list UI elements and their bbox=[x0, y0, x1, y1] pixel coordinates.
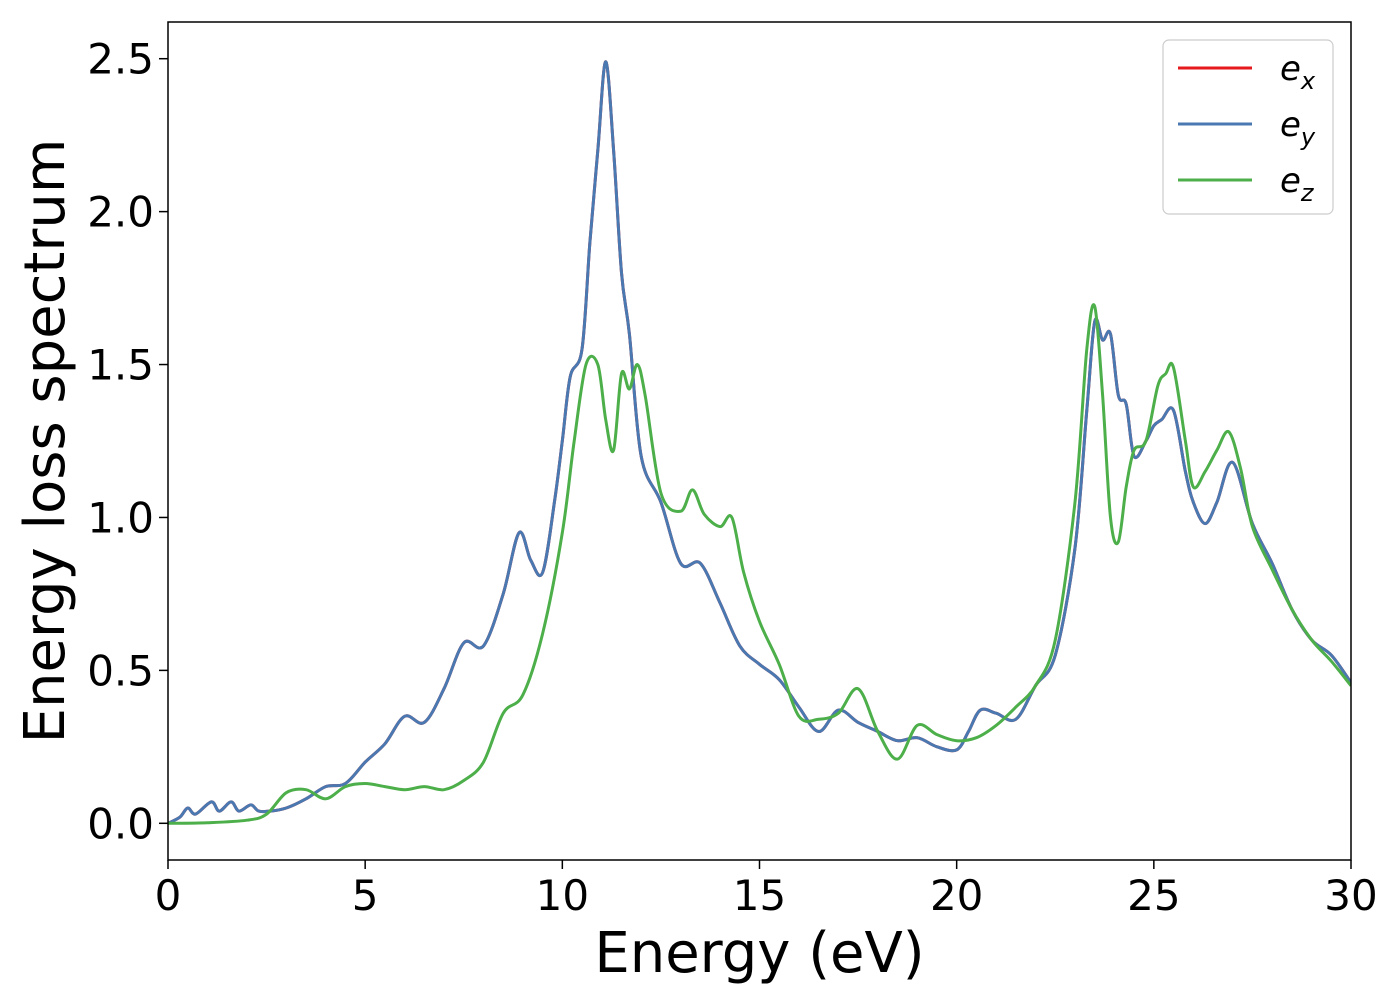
y-tick-label: 0.5 bbox=[87, 646, 154, 695]
y-axis-title: Energy loss spectrum bbox=[13, 139, 78, 744]
x-tick-label: 0 bbox=[155, 871, 182, 920]
x-tick-label: 5 bbox=[352, 871, 379, 920]
x-tick-label: 15 bbox=[733, 871, 786, 920]
series-layer bbox=[168, 60, 1351, 825]
legend-label-z: ez bbox=[1280, 161, 1315, 207]
y-tick-label: 2.0 bbox=[87, 188, 154, 237]
x-tick-label: 30 bbox=[1324, 871, 1377, 920]
y-tick-label: 1.5 bbox=[87, 341, 154, 390]
y-tick-label: 0.0 bbox=[87, 799, 154, 848]
ticks-layer: 0 5 10 15 20 25 30 0.0 0.5 1.0 1.5 2.0 2.5 bbox=[87, 35, 1378, 920]
x-axis-title: Energy (eV) bbox=[594, 921, 924, 986]
x-tick-label: 25 bbox=[1127, 871, 1180, 920]
legend-label-y: ey bbox=[1280, 105, 1316, 151]
y-tick-label: 1.0 bbox=[87, 493, 154, 542]
legend-label-x: ex bbox=[1280, 49, 1316, 95]
legend: ex ey ez bbox=[1162, 39, 1334, 215]
x-tick-label: 10 bbox=[536, 871, 589, 920]
y-tick-label: 2.5 bbox=[87, 35, 154, 84]
series-line-z bbox=[168, 303, 1351, 825]
legend-box bbox=[1162, 39, 1334, 215]
x-tick-label: 20 bbox=[930, 871, 983, 920]
